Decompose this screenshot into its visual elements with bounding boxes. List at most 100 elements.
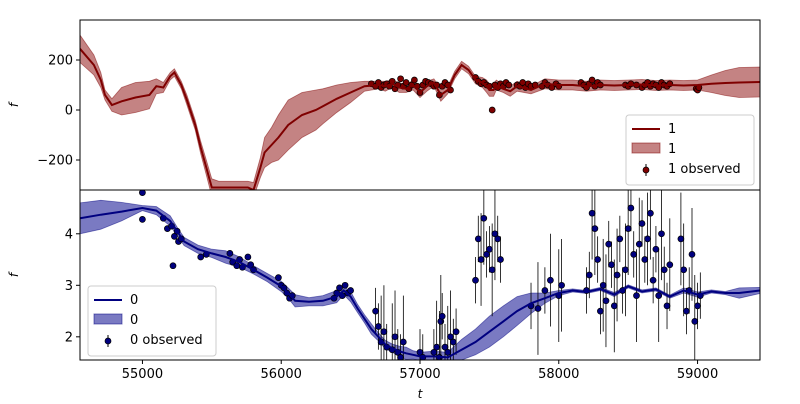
top-panel: 200 0 −200 f 1 1 1 observed	[7, 19, 761, 191]
bottom-panel: 4 3 2 55000 56000 57000 58000 59000 f t 0 0 0 ob…	[7, 189, 761, 401]
bottom-observed-point	[399, 338, 407, 346]
bottom-observed-point	[633, 292, 640, 299]
bottom-observed-point	[497, 256, 504, 263]
bottom-legend-box	[87, 285, 217, 357]
bottom-observed-point	[641, 256, 649, 263]
bottom-y-axis-label: f	[7, 271, 21, 277]
bottom-observed-point	[433, 343, 441, 351]
bottom-observed-point	[275, 274, 282, 281]
top-observed-point	[402, 79, 410, 86]
bottom-observed-point	[477, 256, 485, 263]
bottom-legend-label: 0 observed	[130, 333, 203, 348]
bottom-observed-point	[139, 216, 146, 223]
bottom-observed-point	[558, 281, 565, 289]
bottom-observed-point	[534, 305, 542, 312]
bottom-observed-point	[372, 307, 379, 315]
bottom-observed-point	[602, 297, 610, 305]
bottom-legend-band-swatch	[93, 313, 123, 325]
top-y-axis-label: f	[7, 101, 21, 107]
bottom-observed-point	[597, 307, 604, 315]
bottom-observed-point	[599, 281, 607, 289]
bottom-observed-point	[480, 214, 488, 222]
bottom-observed-point	[341, 281, 349, 289]
bottom-y-tick-label: 4	[65, 227, 73, 242]
bottom-observed-point	[627, 204, 635, 212]
bottom-observed-point	[655, 292, 663, 299]
bottom-observed-point	[444, 348, 452, 356]
bottom-observed-point	[613, 271, 621, 279]
top-legend: 1 1 1 observed	[625, 114, 755, 186]
bottom-observed-point	[472, 276, 479, 284]
bottom-observed-point	[486, 245, 493, 253]
top-legend-label: 1 observed	[668, 162, 741, 177]
bottom-observed-point	[680, 266, 688, 274]
bottom-observed-point	[494, 235, 502, 243]
x-tick-label: 57000	[399, 367, 440, 382]
top-observed-point	[397, 75, 404, 83]
bottom-observed-point	[585, 271, 593, 279]
bottom-observed-point	[438, 312, 446, 320]
bottom-observed-point	[608, 261, 615, 269]
top-mean-line	[80, 48, 760, 190]
bottom-observed-point	[391, 333, 399, 341]
bottom-observed-point	[139, 190, 146, 196]
top-y-tick-label: −200	[37, 154, 73, 169]
bottom-observed-point	[171, 233, 178, 240]
bottom-observed-point	[375, 323, 382, 330]
bottom-observed-point	[336, 284, 343, 292]
bottom-observed-point	[347, 287, 354, 294]
bottom-observed-point	[694, 302, 701, 310]
bottom-observed-point	[594, 256, 601, 263]
bottom-observed-point	[169, 262, 177, 270]
x-tick-label: 56000	[261, 367, 302, 382]
top-observed-point	[505, 81, 513, 89]
bottom-observed-point	[647, 209, 654, 217]
top-y-tick-label: 200	[48, 54, 73, 69]
top-legend-box	[625, 114, 755, 186]
bottom-observed-point	[638, 220, 646, 227]
top-legend-label: 1	[668, 142, 676, 157]
bottom-observed-point	[226, 250, 234, 257]
bottom-observed-point	[691, 318, 699, 325]
bottom-observed-point	[452, 328, 460, 336]
top-legend-label: 1	[668, 122, 676, 137]
top-observed-point	[411, 76, 418, 84]
top-confidence-band	[80, 34, 760, 190]
bottom-observed-point	[622, 266, 629, 274]
x-tick-label: 59000	[677, 367, 718, 382]
top-observed-point	[488, 106, 496, 114]
bottom-observed-point	[663, 302, 671, 310]
bottom-observed-point	[683, 307, 690, 315]
bottom-observed-point	[588, 209, 596, 217]
bottom-y-tick-label: 3	[65, 279, 73, 294]
bottom-observed-point	[677, 235, 685, 243]
bottom-observed-point	[658, 230, 665, 238]
bottom-mean-line	[80, 206, 760, 359]
bottom-observed-point	[449, 338, 457, 346]
bottom-legend-label: 0	[130, 313, 138, 328]
top-legend-marker-swatch	[642, 166, 650, 174]
bottom-y-tick-label: 2	[65, 330, 73, 345]
bottom-observed-point	[474, 235, 482, 243]
top-y-tick-label: 0	[65, 104, 73, 119]
bottom-observed-point	[547, 276, 554, 284]
bottom-observed-point	[197, 253, 205, 261]
bottom-legend-marker-swatch	[104, 337, 112, 345]
bottom-legend-label: 0	[130, 293, 138, 308]
bottom-confidence-band	[80, 199, 760, 360]
bottom-observed-point	[644, 235, 651, 243]
bottom-observed-point	[244, 253, 252, 261]
bottom-observed-point	[649, 276, 657, 284]
bottom-observed-point	[666, 261, 674, 269]
bottom-observed-point	[652, 245, 660, 253]
bottom-observed-point	[488, 266, 496, 274]
x-axis-label: t	[418, 387, 424, 400]
top-observed-point	[588, 76, 596, 84]
bottom-legend: 0 0 0 observed	[87, 285, 217, 357]
bottom-observed-point	[541, 287, 549, 294]
bottom-observed-point	[610, 302, 618, 310]
x-tick-label: 58000	[538, 367, 579, 382]
x-tick-label: 55000	[122, 367, 163, 382]
bottom-observed-point	[630, 251, 638, 258]
